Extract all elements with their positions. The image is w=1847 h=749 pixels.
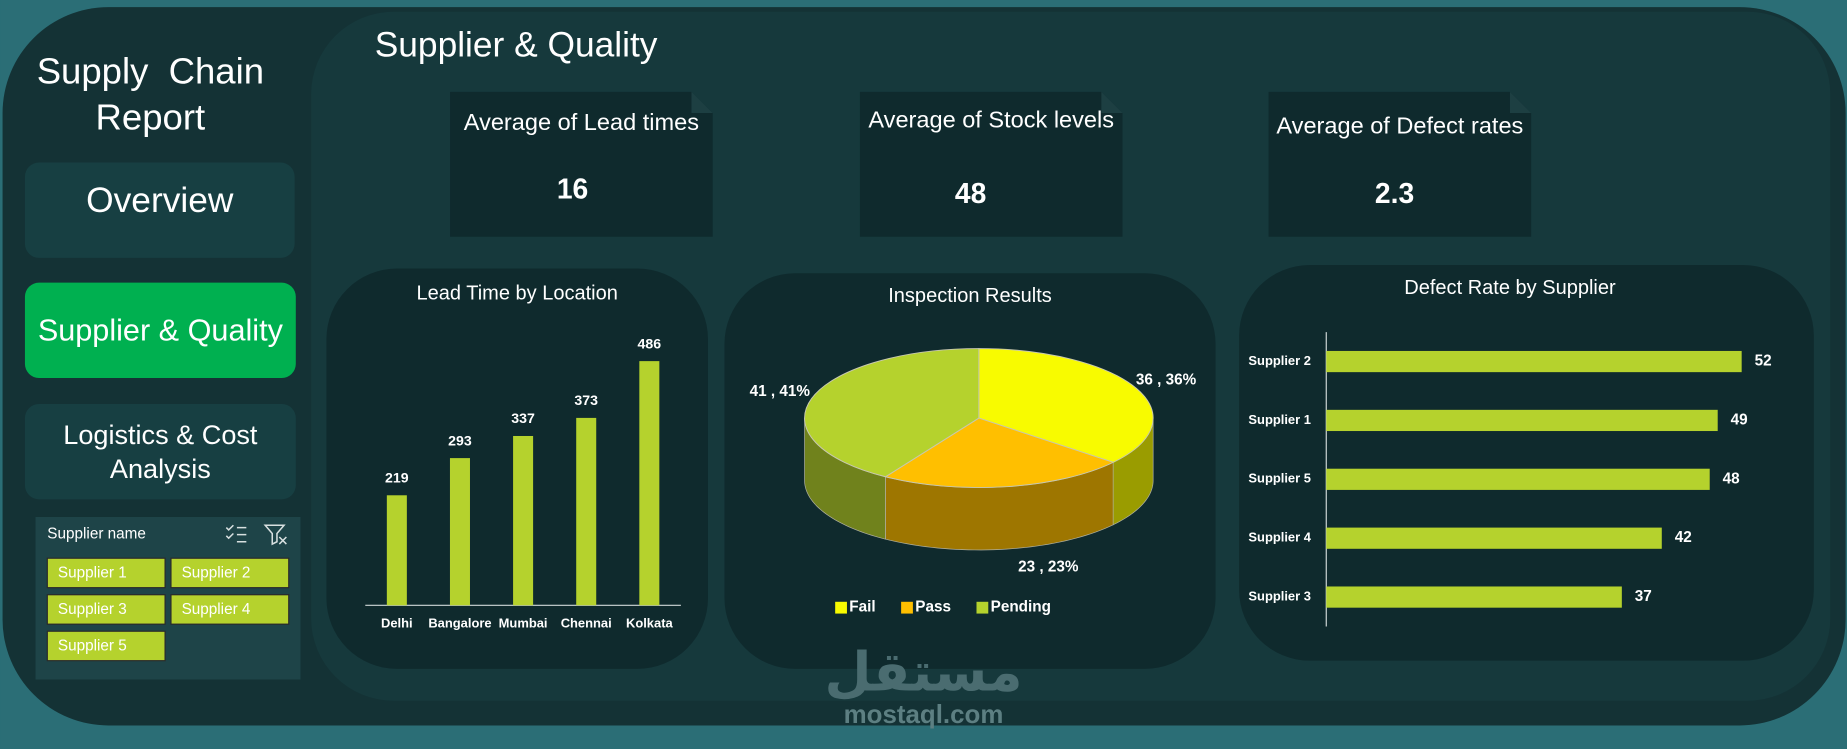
y-tick-label: Supplier 1 bbox=[1248, 412, 1311, 427]
slicer-item[interactable] bbox=[46, 630, 166, 662]
x-tick-label: Chennai bbox=[561, 616, 612, 631]
x-tick-label: Delhi bbox=[381, 616, 413, 631]
legend-swatch bbox=[976, 601, 989, 614]
nav-label-box: Logistics & Cost Analysis bbox=[63, 418, 258, 484]
kpi-label: Average of Defect rates bbox=[1276, 112, 1523, 138]
legend-label: Pass bbox=[915, 599, 951, 616]
data-label: 36 , 36% bbox=[1136, 371, 1197, 388]
kpi-value: 2.3 bbox=[1375, 177, 1414, 209]
nav-button[interactable] bbox=[24, 403, 296, 500]
sidebar-title-box: Supply Chain Report bbox=[36, 50, 275, 138]
x-tick-label: Kolkata bbox=[626, 616, 674, 631]
slicer-item-label[interactable]: Supplier 5 bbox=[58, 638, 127, 655]
bar bbox=[1326, 350, 1742, 373]
data-label: 41 , 41% bbox=[750, 383, 811, 400]
bar bbox=[449, 458, 470, 606]
kpi-card-fold bbox=[1509, 91, 1532, 114]
kpi-card bbox=[450, 91, 713, 237]
value-label: 49 bbox=[1731, 411, 1748, 428]
slicer-item-label[interactable]: Supplier 2 bbox=[182, 565, 251, 582]
nav-label-box: Supplier & Quality bbox=[37, 312, 283, 348]
value-label: 42 bbox=[1675, 529, 1692, 546]
multi-select-icon[interactable] bbox=[225, 524, 247, 543]
value-label: 373 bbox=[574, 392, 598, 408]
slicer-item[interactable] bbox=[170, 557, 290, 589]
kpi-card bbox=[1268, 91, 1532, 237]
x-tick-label: Bangalore bbox=[428, 616, 491, 631]
kpi-value: 48 bbox=[955, 177, 986, 209]
bar bbox=[1326, 468, 1710, 490]
chart-title: Defect Rate by Supplier bbox=[1404, 277, 1616, 299]
kpi-label: Average of Lead times bbox=[464, 109, 699, 135]
chart-title: Lead Time by Location bbox=[416, 283, 617, 305]
data-label: 23 , 23% bbox=[1018, 559, 1079, 576]
kpi-value: 16 bbox=[557, 172, 588, 204]
bar bbox=[513, 435, 534, 606]
legend-swatch bbox=[901, 601, 913, 614]
page-title: Supplier & Quality bbox=[375, 25, 658, 64]
nav-label-box: Overview bbox=[86, 181, 234, 221]
nav-label[interactable]: Overview bbox=[86, 181, 234, 221]
value-label: 37 bbox=[1635, 588, 1652, 605]
legend-label: Pending bbox=[991, 599, 1051, 616]
bar bbox=[386, 495, 407, 606]
value-label: 293 bbox=[448, 432, 472, 448]
slicer: Supplier name Supplier 1 Supplier 2 Suppli… bbox=[35, 516, 301, 680]
y-tick-label: Supplier 4 bbox=[1248, 530, 1311, 545]
pie-slice bbox=[804, 348, 980, 478]
slicer-item-label[interactable]: Supplier 4 bbox=[182, 601, 251, 618]
legend-label: Fail bbox=[849, 599, 875, 616]
slicer-item[interactable] bbox=[46, 557, 166, 589]
bar bbox=[1326, 586, 1622, 608]
kpi-card bbox=[859, 91, 1123, 237]
slicer-item-label[interactable]: Supplier 1 bbox=[58, 565, 127, 582]
bar bbox=[1326, 527, 1662, 549]
bar bbox=[639, 361, 660, 606]
slicer-item[interactable] bbox=[46, 594, 166, 625]
y-tick-label: Supplier 2 bbox=[1248, 353, 1311, 368]
slicer-title: Supplier name bbox=[47, 526, 146, 543]
slicer-item-label[interactable]: Supplier 3 bbox=[58, 601, 127, 618]
legend-swatch bbox=[835, 601, 847, 614]
kpi-card-fold bbox=[691, 91, 713, 114]
chart-title: Inspection Results bbox=[888, 285, 1052, 307]
slicer-item[interactable] bbox=[170, 594, 290, 625]
x-tick-label: Mumbai bbox=[499, 616, 548, 631]
watermark-latin: mostaql.com bbox=[844, 701, 1004, 729]
nav-button[interactable] bbox=[24, 162, 295, 258]
kpi-label: Average of Stock levels bbox=[868, 107, 1114, 133]
bar bbox=[576, 417, 597, 606]
value-label: 48 bbox=[1723, 470, 1741, 487]
nav-label[interactable]: Supplier & Quality bbox=[37, 312, 283, 348]
y-tick-label: Supplier 3 bbox=[1248, 589, 1311, 604]
pie-slice bbox=[884, 417, 1115, 489]
value-label: 52 bbox=[1755, 353, 1772, 370]
nav-button-active[interactable] bbox=[24, 282, 296, 379]
watermark-arabic: مستقل bbox=[824, 642, 1022, 702]
value-label: 337 bbox=[511, 410, 535, 426]
clear-filter-icon[interactable] bbox=[263, 524, 287, 546]
nav-label[interactable]: Logistics & Cost Analysis bbox=[63, 418, 258, 484]
value-label: 486 bbox=[638, 335, 662, 351]
bar bbox=[1326, 409, 1718, 432]
sidebar-title: Supply Chain Report bbox=[36, 50, 275, 138]
value-label: 219 bbox=[385, 470, 409, 486]
pie-slice bbox=[978, 348, 1154, 463]
y-tick-label: Supplier 5 bbox=[1248, 471, 1311, 486]
